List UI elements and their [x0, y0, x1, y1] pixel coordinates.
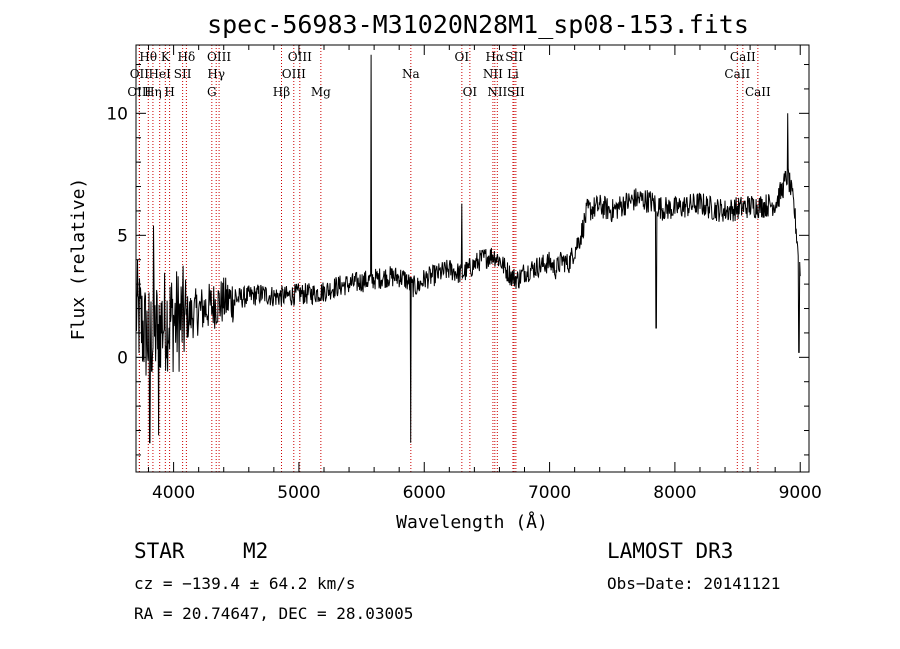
line-label-14: OIII	[282, 67, 306, 81]
x-tick-label-0: 4000	[152, 483, 195, 503]
line-label-17: OI	[455, 50, 470, 64]
line-label-20: SII	[505, 50, 523, 64]
line-label-13: OIII	[288, 50, 312, 64]
redshift-cz: cz = −139.4 ± 64.2 km/s	[134, 574, 356, 593]
line-label-16: Na	[402, 67, 420, 81]
survey-name: LAMOST DR3	[607, 539, 733, 563]
line-label-7: SII	[174, 67, 192, 81]
y-axis-ticks: 0 5 10	[106, 64, 809, 456]
line-label-19: Hα	[486, 50, 505, 64]
line-label-21: NII	[483, 67, 503, 81]
line-label-8: Hδ	[178, 50, 196, 64]
x-tick-label-3: 7000	[528, 483, 571, 503]
object-class: STAR	[134, 539, 185, 563]
line-label-2: HeI	[149, 67, 172, 81]
line-label-11: G	[207, 85, 217, 99]
spectrum-line	[135, 54, 801, 444]
coordinates: RA = 20.74647, DEC = 28.03005	[134, 604, 413, 623]
line-label-22: Li	[507, 67, 519, 81]
x-axis-label: Wavelength (Å)	[396, 511, 548, 533]
chart-title: spec-56983-M31020N28M1_sp08-153.fits	[207, 10, 749, 39]
x-tick-label-5: 9000	[779, 483, 822, 503]
observation-date: Obs−Date: 20141121	[607, 574, 780, 593]
y-tick-label-1: 5	[117, 226, 128, 246]
spectral-line-markers	[138, 45, 759, 472]
line-label-26: CaII	[724, 67, 750, 81]
plot-frame	[135, 44, 810, 473]
line-label-18: OI	[463, 85, 478, 99]
x-tick-label-2: 6000	[403, 483, 446, 503]
line-label-24: SII	[507, 85, 525, 99]
line-label-5: K	[161, 50, 171, 64]
x-tick-label-1: 5000	[277, 483, 320, 503]
line-label-1: OII	[130, 67, 150, 81]
x-axis-ticks: 4000 5000 6000 7000 8000 9000	[148, 45, 822, 503]
line-label-3: OIII	[127, 85, 151, 99]
line-label-15: Mg	[311, 85, 331, 99]
object-subclass: M2	[243, 539, 268, 563]
line-label-6: H	[164, 85, 174, 99]
line-label-9: OIII	[207, 50, 231, 64]
line-label-23: NII	[487, 85, 507, 99]
x-tick-label-4: 8000	[653, 483, 696, 503]
y-tick-label-2: 10	[106, 104, 128, 124]
line-label-12: Hβ	[273, 85, 290, 99]
line-label-10: Hγ	[207, 67, 225, 81]
line-label-0: Hθ	[139, 50, 157, 64]
line-label-27: CaII	[745, 85, 771, 99]
y-axis-label: Flux (relative)	[68, 178, 89, 341]
y-tick-label-0: 0	[117, 348, 128, 368]
line-label-4: Hη	[144, 85, 162, 99]
line-label-25: CaII	[730, 50, 756, 64]
